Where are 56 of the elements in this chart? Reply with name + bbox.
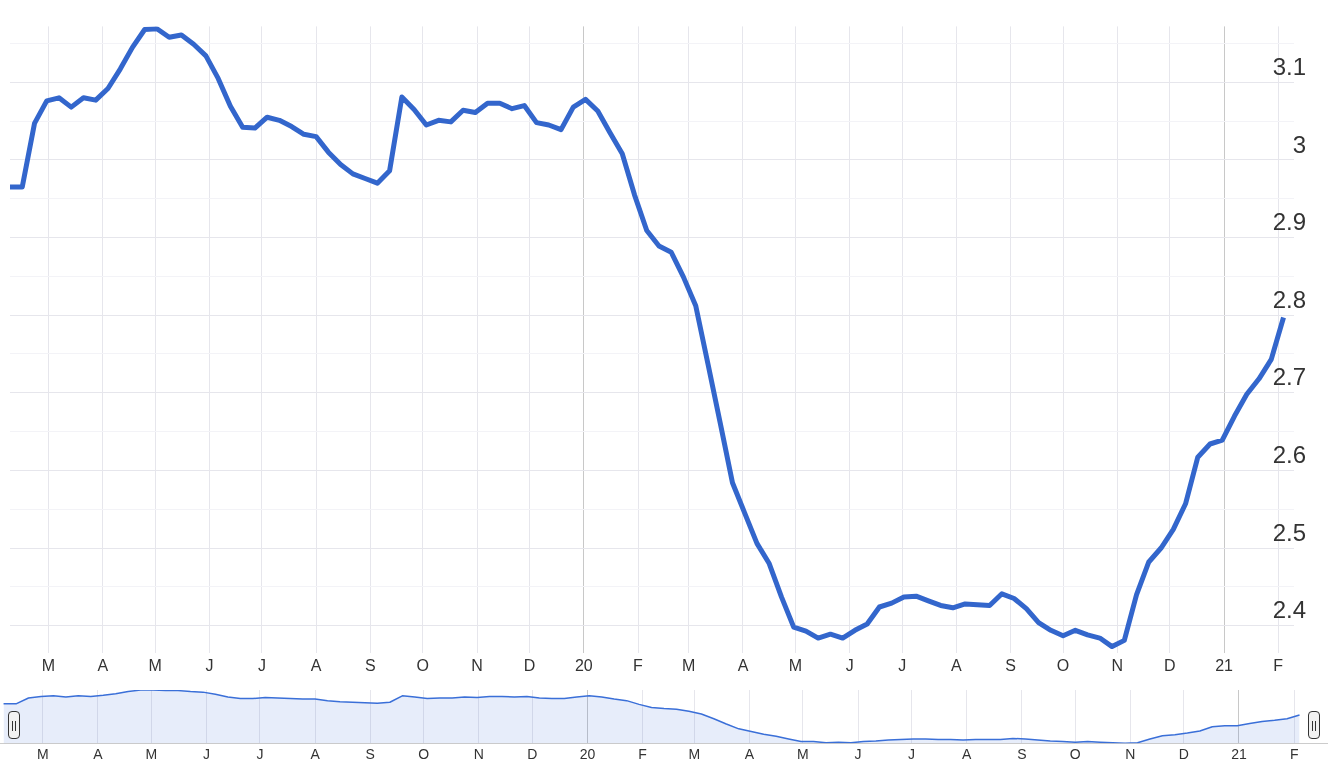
- x-tick-label: A: [737, 656, 749, 674]
- x-tick-label: M: [36, 746, 49, 763]
- x-tick-label: F: [1273, 656, 1284, 674]
- x-tick-label: J: [205, 656, 214, 674]
- x-tick-label: J: [907, 746, 915, 763]
- x-tick-label: M: [148, 656, 162, 674]
- x-tick-label: M: [145, 746, 158, 763]
- x-tick-label: J: [845, 656, 854, 674]
- x-tick-label: A: [97, 656, 109, 674]
- x-tick-label: D: [523, 656, 536, 674]
- y-tick-label: 3: [1292, 130, 1306, 158]
- y-tick-label: 2.4: [1272, 596, 1306, 624]
- x-tick-label: A: [961, 746, 972, 763]
- x-tick-label: D: [1178, 746, 1189, 763]
- x-tick-label: O: [1069, 746, 1081, 763]
- x-tick-label: J: [898, 656, 907, 674]
- x-tick-label: 20: [579, 746, 596, 763]
- x-tick-label: N: [471, 656, 483, 674]
- x-tick-label: N: [473, 746, 484, 763]
- x-tick-label: S: [365, 746, 375, 763]
- x-tick-label: S: [365, 656, 376, 674]
- x-tick-label: A: [951, 656, 963, 674]
- y-tick-label: 3.1: [1272, 52, 1306, 80]
- x-tick-label: F: [633, 656, 644, 674]
- y-tick-label: 2.9: [1272, 208, 1306, 236]
- x-tick-label: 21: [1215, 656, 1234, 674]
- x-tick-label: S: [1017, 746, 1027, 763]
- x-tick-label: M: [682, 656, 696, 674]
- x-tick-label: F: [638, 746, 647, 763]
- x-tick-label: J: [256, 746, 264, 763]
- x-tick-label: D: [1164, 656, 1176, 674]
- x-tick-label: O: [416, 656, 430, 674]
- x-tick-label: N: [1125, 746, 1136, 763]
- x-tick-label: 21: [1231, 746, 1247, 763]
- x-tick-label: A: [744, 746, 755, 763]
- x-tick-label: M: [41, 656, 56, 674]
- x-tick-label: A: [310, 746, 321, 763]
- x-tick-label: 20: [574, 656, 593, 674]
- x-tick-label: M: [788, 656, 803, 674]
- x-tick-label: M: [688, 746, 701, 763]
- x-tick-label: O: [1056, 656, 1070, 674]
- y-tick-label: 2.5: [1272, 518, 1306, 546]
- x-tick-label: J: [257, 656, 266, 674]
- x-tick-label: J: [854, 746, 862, 763]
- x-tick-label: M: [797, 746, 809, 763]
- x-tick-label: A: [310, 656, 322, 674]
- x-tick-label: N: [1111, 656, 1124, 674]
- x-tick-label: O: [418, 746, 430, 763]
- x-tick-label: J: [203, 746, 210, 763]
- x-tick-label: F: [1289, 746, 1299, 763]
- y-tick-label: 2.6: [1272, 441, 1306, 469]
- x-tick-label: S: [1005, 656, 1016, 674]
- x-tick-label: A: [93, 746, 104, 763]
- x-tick-label: D: [527, 746, 538, 763]
- y-tick-label: 2.8: [1272, 285, 1306, 313]
- y-tick-label: 2.7: [1272, 363, 1306, 391]
